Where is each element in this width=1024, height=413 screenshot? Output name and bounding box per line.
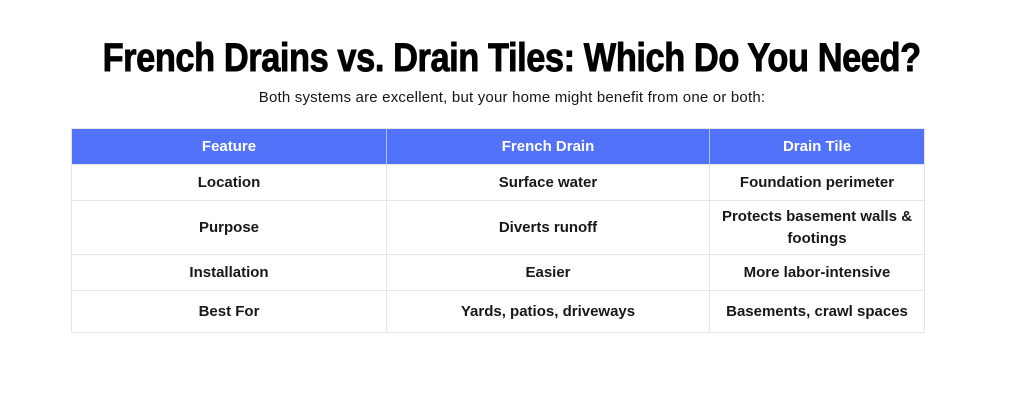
column-header-feature: Feature xyxy=(72,129,387,165)
table-cell-location-feature: Location xyxy=(72,165,387,201)
table-cell-installation-drain-tile: More labor-intensive xyxy=(710,255,924,291)
column-header-french-drain: French Drain xyxy=(387,129,710,165)
page-title-text: French Drains vs. Drain Tiles: Which Do … xyxy=(102,36,922,80)
page-subtitle: Both systems are excellent, but your hom… xyxy=(258,89,766,106)
table-cell-purpose-feature: Purpose xyxy=(72,201,387,255)
comparison-table: Feature French Drain Drain Tile Location… xyxy=(71,128,925,333)
table-cell-location-drain-tile: Foundation perimeter xyxy=(710,165,924,201)
table-cell-bestfor-drain-tile: Basements, crawl spaces xyxy=(726,302,908,320)
page-title: French Drains vs. Drain Tiles: Which Do … xyxy=(0,36,1024,80)
table-cell-purpose-drain-tile: Protects basement walls & footings xyxy=(710,201,924,255)
table-cell-installation-french-drain: Easier xyxy=(387,255,710,291)
table-cell-location-french-drain: Surface water xyxy=(387,165,710,201)
table-cell-installation-feature: Installation xyxy=(72,255,387,291)
table-cell-bestfor-french-drain: Yards, patios, driveways xyxy=(387,291,710,332)
table-cell-bestfor-feature: Best For xyxy=(72,291,387,332)
column-header-drain-tile: Drain Tile xyxy=(710,129,924,165)
table-cell-purpose-french-drain: Diverts runoff xyxy=(387,201,710,255)
